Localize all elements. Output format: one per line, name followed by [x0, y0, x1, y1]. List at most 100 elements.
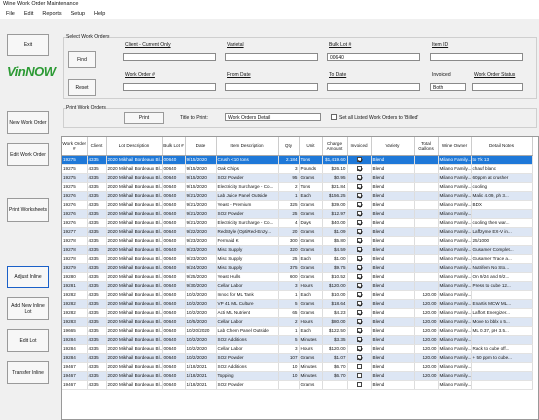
- table-row[interactable]: 19278 4335 2020 Mikhail Bordeaux Bl... 0064…: [62, 245, 533, 255]
- table-row[interactable]: 19282 4335 2020 Mikhail Bordeaux Bl... 0064…: [62, 308, 533, 318]
- cell-inv: [347, 245, 372, 255]
- print-button[interactable]: Print: [124, 112, 164, 124]
- table-row[interactable]: 19279 4335 2020 Mikhail Bordeaux Bl... 0064…: [62, 263, 533, 273]
- set-billed-checkbox[interactable]: [331, 114, 337, 120]
- column-header[interactable]: Item Description: [216, 137, 279, 156]
- table-row[interactable]: 19282 4335 2020 Mikhail Bordeaux Bl... 0064…: [62, 299, 533, 309]
- column-header[interactable]: Total Gallons: [414, 137, 439, 156]
- cell-lot: 2020 Mikhail Bordeaux Bl...: [106, 236, 163, 246]
- table-row[interactable]: 19275 4335 2020 Mikhail Bordeaux Bl... 0064…: [62, 182, 533, 192]
- table-row[interactable]: 19276 4335 2020 Mikhail Bordeaux Bl... 0064…: [62, 200, 533, 210]
- add-new-inline-lot-button[interactable]: Add New Inline Lot: [7, 297, 49, 320]
- invoiced-checkbox[interactable]: [356, 301, 362, 307]
- column-header[interactable]: Unit: [299, 137, 323, 156]
- invoiced-checkbox[interactable]: [356, 193, 362, 199]
- invoiced-checkbox[interactable]: [356, 202, 362, 208]
- work-order-status-select[interactable]: [472, 83, 523, 91]
- menu-reports[interactable]: Reports: [42, 11, 62, 17]
- invoiced-checkbox[interactable]: [356, 238, 362, 244]
- table-row[interactable]: 19281 4335 2020 Mikhail Bordeaux Bl... 0064…: [62, 281, 533, 291]
- table-row[interactable]: 19284 4335 2020 Mikhail Bordeaux Bl... 0064…: [62, 344, 533, 354]
- cell-inv: [347, 272, 372, 282]
- table-row[interactable]: 19275 4335 2020 Mikhail Bordeaux Bl... 0064…: [62, 155, 533, 165]
- invoiced-checkbox[interactable]: [356, 220, 362, 226]
- column-header[interactable]: Detail Notes: [471, 137, 533, 156]
- table-row[interactable]: 19283 4335 2020 Mikhail Bordeaux Bl... 0064…: [62, 317, 533, 327]
- print-worksheets-button[interactable]: Print Worksheets: [7, 198, 49, 222]
- table-row[interactable]: 19467 4335 2020 Mikhail Bordeaux Bl... 0064…: [62, 380, 533, 390]
- invoiced-checkbox[interactable]: [356, 346, 362, 352]
- invoiced-checkbox[interactable]: [356, 319, 362, 325]
- column-header[interactable]: Date: [185, 137, 217, 156]
- cell-qty: 375: [278, 263, 300, 273]
- table-row[interactable]: 19665 4335 2020 Mikhail Bordeaux Bl... 0064…: [62, 326, 533, 336]
- find-button[interactable]: Find: [68, 51, 96, 68]
- bulk-lot-field[interactable]: 00640: [327, 53, 420, 61]
- new-work-order-button[interactable]: New Work Order: [7, 111, 49, 134]
- table-row[interactable]: 19276 4335 2020 Mikhail Bordeaux Bl... 0064…: [62, 191, 533, 201]
- invoiced-checkbox[interactable]: [356, 229, 362, 235]
- table-row[interactable]: 19467 4335 2020 Mikhail Bordeaux Bl... 0064…: [62, 362, 533, 372]
- table-row[interactable]: 19277 4335 2020 Mikhail Bordeaux Bl... 0064…: [62, 227, 533, 237]
- edit-work-order-button[interactable]: Edit Work Order: [7, 143, 49, 166]
- invoiced-select[interactable]: Both: [430, 83, 466, 91]
- invoiced-checkbox[interactable]: [356, 355, 362, 361]
- invoiced-checkbox[interactable]: [356, 328, 362, 334]
- varietal-field[interactable]: [225, 53, 318, 61]
- table-row[interactable]: 19276 4335 2020 Mikhail Bordeaux Bl... 0064…: [62, 209, 533, 219]
- transfer-inline-button[interactable]: Transfer Inline: [7, 361, 49, 384]
- table-row[interactable]: 19278 4335 2020 Mikhail Bordeaux Bl... 0064…: [62, 254, 533, 264]
- table-row[interactable]: 19278 4335 2020 Mikhail Bordeaux Bl... 0064…: [62, 236, 533, 246]
- column-header[interactable]: Client: [87, 137, 107, 156]
- table-row[interactable]: 19284 4335 2020 Mikhail Bordeaux Bl... 0064…: [62, 335, 533, 345]
- table-row[interactable]: 19275 4335 2020 Mikhail Bordeaux Bl... 0064…: [62, 164, 533, 174]
- menu-edit[interactable]: Edit: [23, 11, 34, 17]
- invoiced-checkbox[interactable]: [356, 373, 362, 379]
- table-row[interactable]: 19280 4335 2020 Mikhail Bordeaux Bl... 0064…: [62, 272, 533, 282]
- cell-bulk: 00640: [162, 236, 186, 246]
- table-row[interactable]: 19284 4335 2020 Mikhail Bordeaux Bl... 0064…: [62, 353, 533, 363]
- invoiced-checkbox[interactable]: [356, 166, 362, 172]
- column-header[interactable]: Invoiced: [347, 137, 372, 156]
- invoiced-checkbox[interactable]: [356, 283, 362, 289]
- reset-button[interactable]: Reset: [68, 79, 96, 96]
- table-row[interactable]: 19282 4335 2020 Mikhail Bordeaux Bl... 0064…: [62, 290, 533, 300]
- exit-button[interactable]: Exit: [7, 34, 49, 56]
- invoiced-checkbox[interactable]: [356, 292, 362, 298]
- table-row[interactable]: 19276 4335 2020 Mikhail Bordeaux Bl... 0064…: [62, 218, 533, 228]
- menu-file[interactable]: File: [6, 11, 15, 17]
- invoiced-checkbox[interactable]: [356, 274, 362, 280]
- table-row[interactable]: 19467 4335 2020 Mikhail Bordeaux Bl... 0064…: [62, 371, 533, 381]
- invoiced-checkbox[interactable]: [356, 175, 362, 181]
- to-date-field[interactable]: [327, 83, 420, 91]
- client-field[interactable]: [123, 53, 216, 61]
- title-to-print-field[interactable]: Work Orders Detail: [225, 113, 321, 121]
- from-date-field[interactable]: [225, 83, 318, 91]
- invoiced-checkbox[interactable]: [356, 337, 362, 343]
- column-header[interactable]: Charge Amount: [322, 137, 348, 156]
- column-header[interactable]: Work Order #: [62, 137, 88, 156]
- item-id-field[interactable]: [430, 53, 523, 61]
- table-row[interactable]: 19275 4335 2020 Mikhail Bordeaux Bl... 0064…: [62, 173, 533, 183]
- menu-help[interactable]: Help: [94, 11, 106, 17]
- column-header[interactable]: Qty: [278, 137, 300, 156]
- column-header[interactable]: Wine Owner: [438, 137, 472, 156]
- adjust-inline-button[interactable]: Adjust Inline: [7, 266, 49, 288]
- invoiced-checkbox[interactable]: [356, 211, 362, 217]
- invoiced-checkbox[interactable]: [356, 157, 362, 163]
- column-header[interactable]: Lot Description: [106, 137, 163, 156]
- column-header[interactable]: Bulk Lot #: [162, 137, 186, 156]
- invoiced-checkbox[interactable]: [356, 364, 362, 370]
- invoiced-checkbox[interactable]: [356, 247, 362, 253]
- cell-qty: 300: [278, 236, 300, 246]
- invoiced-checkbox[interactable]: [356, 265, 362, 271]
- menu-setup[interactable]: Setup: [70, 11, 85, 17]
- invoiced-checkbox[interactable]: [356, 310, 362, 316]
- column-header[interactable]: Variety: [371, 137, 415, 156]
- invoiced-checkbox[interactable]: [356, 382, 362, 388]
- work-order-field[interactable]: [123, 83, 216, 91]
- edit-lot-button[interactable]: Edit Lot: [7, 329, 49, 352]
- invoiced-checkbox[interactable]: [356, 256, 362, 262]
- cell-charge: $156.25: [322, 191, 348, 201]
- invoiced-checkbox[interactable]: [356, 184, 362, 190]
